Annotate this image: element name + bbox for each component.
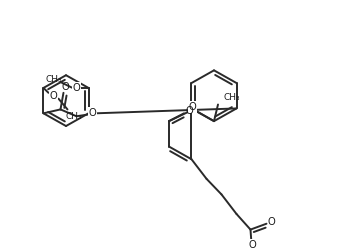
Text: CH₃: CH₃ xyxy=(65,112,82,121)
Text: O: O xyxy=(89,108,96,118)
Text: O: O xyxy=(73,83,80,93)
Text: O: O xyxy=(185,106,193,116)
Text: O: O xyxy=(248,240,256,250)
Text: O: O xyxy=(189,102,196,113)
Text: CH₃: CH₃ xyxy=(224,93,241,102)
Text: CH₃: CH₃ xyxy=(45,75,62,84)
Text: O: O xyxy=(268,217,275,227)
Text: O: O xyxy=(50,91,58,101)
Text: O: O xyxy=(62,82,69,92)
